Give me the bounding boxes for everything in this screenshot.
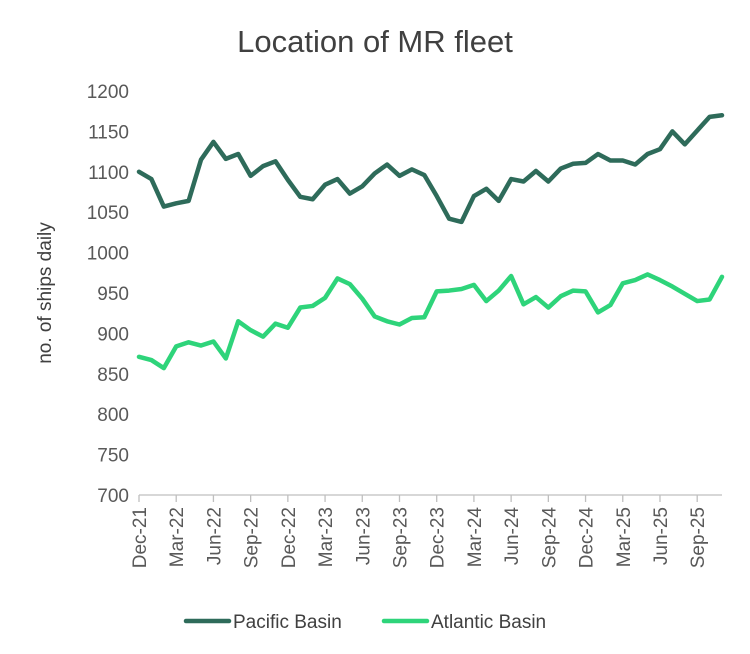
y-tick-label: 1050 xyxy=(87,203,129,224)
x-tick-label: Mar-23 xyxy=(316,507,337,567)
series-line-pacific-basin xyxy=(136,112,725,225)
x-tick-label: Sep-22 xyxy=(242,507,263,568)
y-tick-label: 700 xyxy=(97,486,129,507)
y-tick-label: 1000 xyxy=(87,244,129,265)
x-tick-label: Mar-22 xyxy=(167,507,188,567)
legend-label: Atlantic Basin xyxy=(431,612,546,633)
y-axis-ticks: 700 750 800 850 900 950 1000 1050 1100 1150 1200 xyxy=(87,82,129,507)
x-tick-label: Dec-24 xyxy=(577,507,598,569)
x-tick-label: Mar-24 xyxy=(465,507,486,568)
legend: Pacific Basin Atlantic Basin xyxy=(183,612,546,633)
x-axis xyxy=(138,494,722,502)
y-tick-label: 1150 xyxy=(88,122,129,143)
x-tick-label: Dec-23 xyxy=(428,507,449,568)
x-tick-label: Mar-25 xyxy=(614,507,635,567)
x-tick-label: Jun-22 xyxy=(204,507,225,565)
x-tick-label: Sep-23 xyxy=(390,507,411,568)
x-tick-label: Jun-24 xyxy=(502,507,523,566)
y-axis-title: no. of ships daily xyxy=(35,222,56,364)
x-tick-label: Sep-24 xyxy=(539,507,560,569)
x-tick-label: Dec-22 xyxy=(279,507,300,568)
y-tick-label: 1100 xyxy=(88,163,129,184)
y-tick-label: 950 xyxy=(97,284,129,305)
y-tick-label: 850 xyxy=(97,365,129,386)
x-tick-label: Jun-23 xyxy=(353,507,374,565)
x-tick-label: Dec-21 xyxy=(130,507,151,568)
x-tick-label: Jun-25 xyxy=(651,507,672,565)
y-tick-label: 1200 xyxy=(87,82,129,103)
x-tick-label: Sep-25 xyxy=(688,507,709,568)
y-tick-label: 900 xyxy=(97,324,129,345)
series-layer xyxy=(136,112,725,371)
series-line-atlantic-basin xyxy=(136,272,725,371)
chart-title: Location of MR fleet xyxy=(237,24,513,59)
x-axis-ticks: Dec-21 Mar-22 Jun-22 Sep-22 Dec-22 Mar-23 Jun-… xyxy=(130,507,709,569)
legend-label: Pacific Basin xyxy=(233,612,342,633)
y-tick-label: 800 xyxy=(97,405,129,426)
y-tick-label: 750 xyxy=(97,446,129,467)
